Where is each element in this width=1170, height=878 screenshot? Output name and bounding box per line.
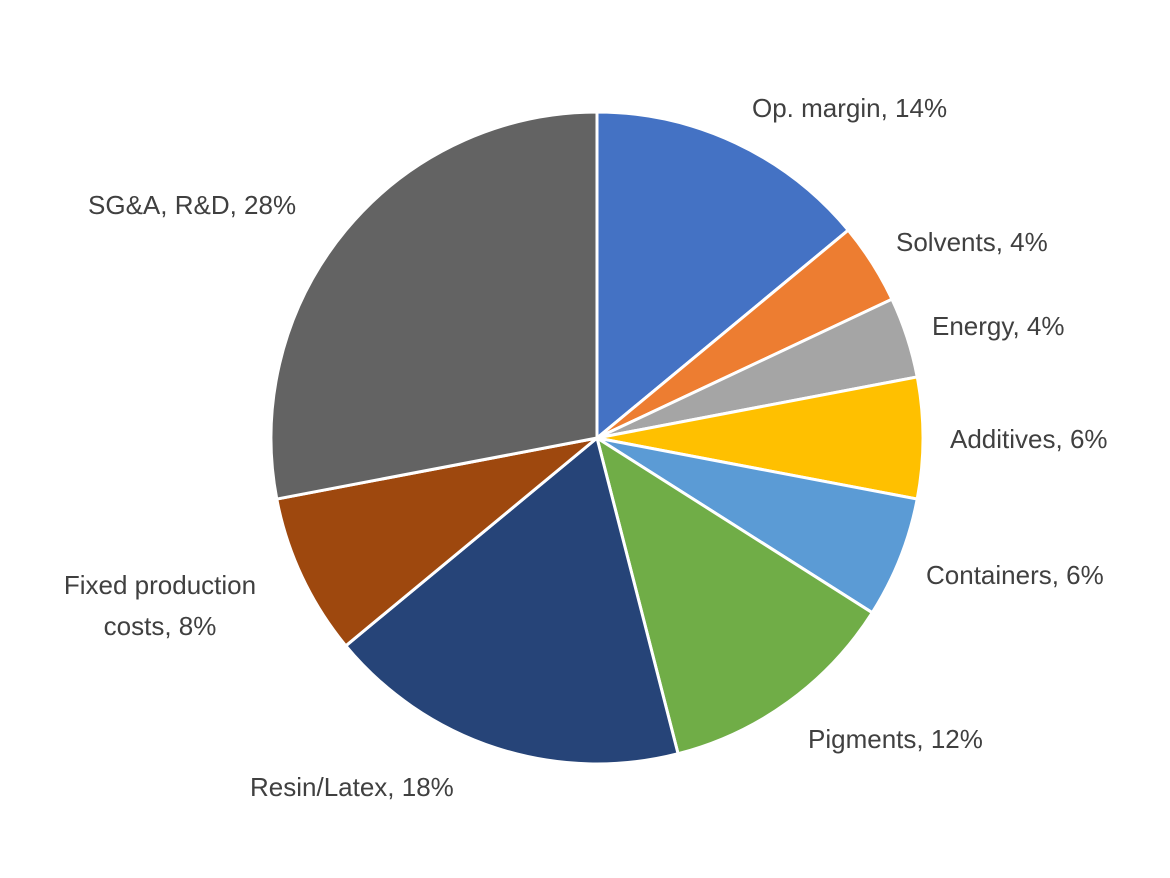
- pie-slice-sg-a-r-d: [269, 110, 599, 501]
- pie-slice-additives: [595, 375, 925, 501]
- data-label-energy: Energy, 4%: [932, 311, 1065, 341]
- data-label-solvents: Solvents, 4%: [896, 227, 1048, 257]
- data-label-op-margin: Op. margin, 14%: [752, 93, 948, 123]
- pie-slice-containers: [595, 436, 919, 615]
- data-label-fixed-production-costs: Fixed production costs, 8%: [63, 570, 257, 641]
- data-label-additives: Additives, 6%: [950, 424, 1108, 454]
- data-label-containers: Containers, 6%: [926, 560, 1104, 590]
- data-label-resin-latex: Resin/Latex, 18%: [250, 772, 454, 802]
- data-label-sga-rd: SG&A, R&D, 28%: [88, 190, 297, 220]
- pie-slice-fixed-production-costs: [275, 436, 599, 648]
- data-label-pigments: Pigments, 12%: [808, 724, 983, 754]
- pie-slice-resin-latex: [344, 436, 680, 766]
- pie-slice-pigments: [595, 436, 874, 756]
- pie-slice-op-margin: [595, 110, 850, 440]
